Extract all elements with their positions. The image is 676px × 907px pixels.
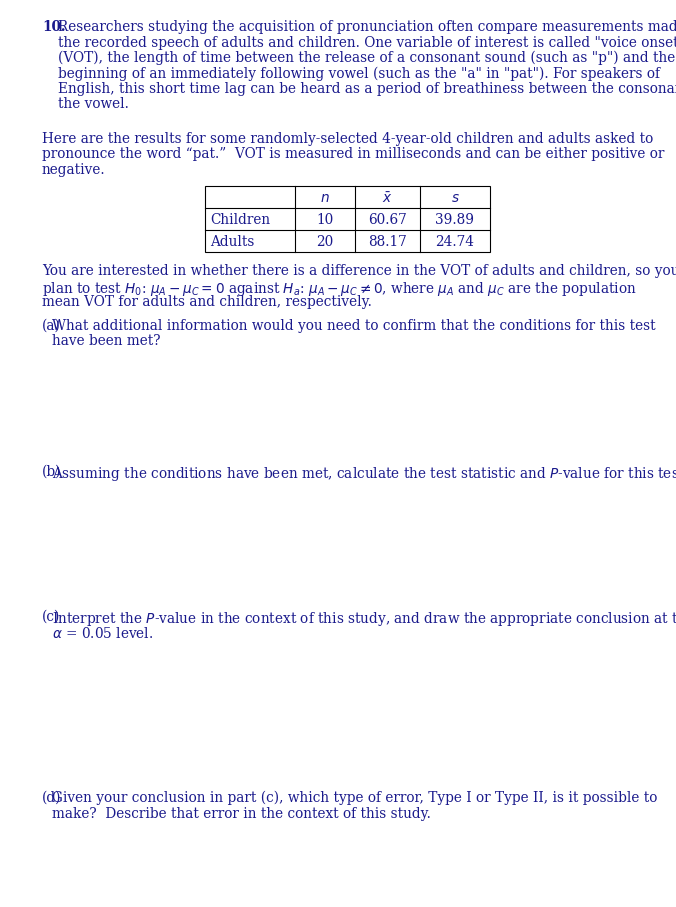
- Text: mean VOT for adults and children, respectively.: mean VOT for adults and children, respec…: [42, 295, 372, 309]
- Text: 60.67: 60.67: [368, 213, 407, 227]
- Text: Given your conclusion in part (c), which type of error, Type I or Type II, is it: Given your conclusion in part (c), which…: [52, 791, 657, 805]
- Text: Interpret the $P$-value in the context of this study, and draw the appropriate c: Interpret the $P$-value in the context o…: [52, 610, 676, 629]
- Text: make?  Describe that error in the context of this study.: make? Describe that error in the context…: [52, 806, 431, 821]
- Text: 10.: 10.: [42, 20, 66, 34]
- Text: 88.17: 88.17: [368, 235, 407, 249]
- Text: (b): (b): [42, 464, 62, 479]
- Text: $s$: $s$: [451, 191, 460, 205]
- Bar: [205, 186, 490, 252]
- Text: $\alpha$ = 0.05 level.: $\alpha$ = 0.05 level.: [52, 626, 153, 640]
- Text: Here are the results for some randomly-selected 4-year-old children and adults a: Here are the results for some randomly-s…: [42, 132, 653, 146]
- Text: the vowel.: the vowel.: [58, 97, 129, 112]
- Text: Assuming the conditions have been met, calculate the test statistic and $P$-valu: Assuming the conditions have been met, c…: [52, 464, 676, 483]
- Text: have been met?: have been met?: [52, 334, 160, 348]
- Text: negative.: negative.: [42, 162, 105, 177]
- Text: Adults: Adults: [210, 235, 254, 249]
- Text: pronounce the word “pat.”  VOT is measured in milliseconds and can be either pos: pronounce the word “pat.” VOT is measure…: [42, 147, 665, 161]
- Text: 24.74: 24.74: [435, 235, 475, 249]
- Text: the recorded speech of adults and children. One variable of interest is called ": the recorded speech of adults and childr…: [58, 35, 676, 50]
- Text: 39.89: 39.89: [435, 213, 475, 227]
- Text: 10: 10: [316, 213, 334, 227]
- Text: beginning of an immediately following vowel (such as the "a" in "pat"). For spea: beginning of an immediately following vo…: [58, 66, 660, 81]
- Text: 20: 20: [316, 235, 334, 249]
- Text: (c): (c): [42, 610, 60, 624]
- Text: $n$: $n$: [320, 191, 330, 205]
- Text: You are interested in whether there is a difference in the VOT of adults and chi: You are interested in whether there is a…: [42, 264, 676, 278]
- Text: plan to test $H_0$: $\mu_A - \mu_C = 0$ against $H_a$: $\mu_A - \mu_C \neq 0$, w: plan to test $H_0$: $\mu_A - \mu_C = 0$ …: [42, 279, 637, 297]
- Text: English, this short time lag can be heard as a period of breathiness between the: English, this short time lag can be hear…: [58, 82, 676, 96]
- Text: (a): (a): [42, 318, 61, 333]
- Text: $\bar{x}$: $\bar{x}$: [382, 191, 393, 206]
- Text: Researchers studying the acquisition of pronunciation often compare measurements: Researchers studying the acquisition of …: [58, 20, 676, 34]
- Text: (d): (d): [42, 791, 62, 805]
- Text: What additional information would you need to confirm that the conditions for th: What additional information would you ne…: [52, 318, 656, 333]
- Text: Children: Children: [210, 213, 270, 227]
- Text: (VOT), the length of time between the release of a consonant sound (such as "p"): (VOT), the length of time between the re…: [58, 51, 675, 65]
